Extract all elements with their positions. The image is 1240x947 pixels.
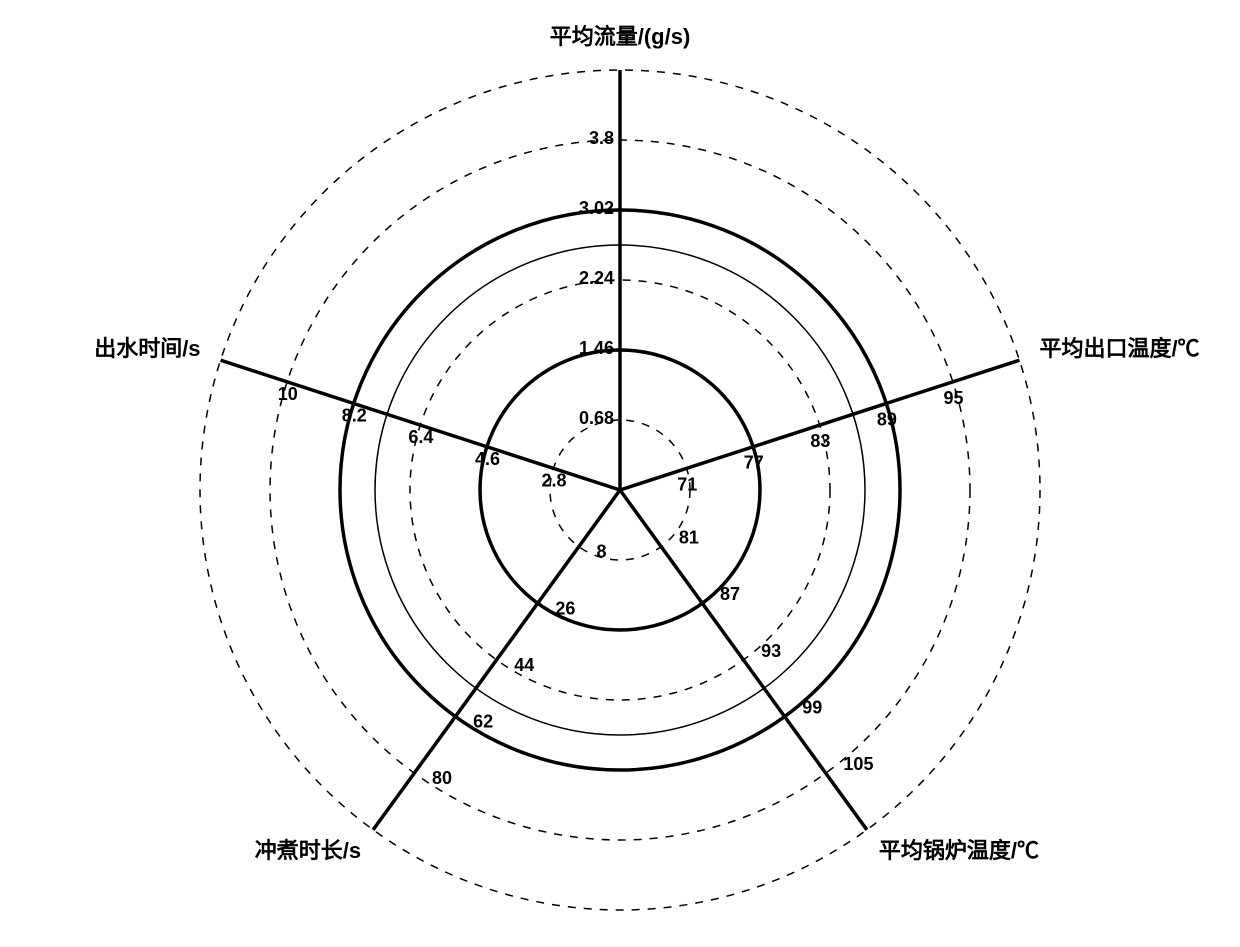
axis-tick-label: 4.6 (475, 449, 500, 469)
axis-tick-label: 2.8 (542, 470, 567, 490)
axis-tick-label: 95 (943, 388, 963, 408)
axis-tick-label: 2.24 (579, 268, 614, 288)
axis-tick-label: 80 (432, 768, 452, 788)
radar-chart: 0.68 1.46 2.24 3.02 3.8 平均流量/(g/s) 71 77 83 89 95 平… (0, 0, 1240, 947)
axis-title: 平均锅炉温度/℃ (879, 838, 1039, 863)
axis-tick-label: 62 (473, 712, 493, 732)
axis-tick-label: 0.68 (579, 408, 614, 428)
axis-tick-label: 71 (677, 474, 697, 494)
axis-tick-label: 89 (877, 409, 897, 429)
axis-tick-label: 10 (278, 384, 298, 404)
axis-tick-label: 87 (720, 584, 740, 604)
axis-tick-label: 77 (744, 453, 764, 473)
axis-tick-label: 105 (843, 754, 873, 774)
axis-title: 平均流量/(g/s) (550, 24, 691, 49)
axis-tick-label: 1.46 (579, 338, 614, 358)
axis-title: 冲煮时长/s (255, 838, 361, 863)
axis-tick-label: 93 (761, 641, 781, 661)
axis-tick-label: 8 (597, 542, 607, 562)
axis-tick-label: 44 (514, 655, 534, 675)
axis-tick-label: 83 (810, 431, 830, 451)
axis-title: 出水时间/s (94, 336, 200, 361)
axis-tick-label: 3.8 (589, 128, 614, 148)
axis-tick-label: 81 (679, 528, 699, 548)
axis-tick-label: 26 (555, 598, 575, 618)
axis-tick-label: 6.4 (408, 427, 433, 447)
axis-tick-label: 3.02 (579, 198, 614, 218)
axis-tick-label: 8.2 (342, 406, 367, 426)
axis-tick-label: 99 (802, 697, 822, 717)
axis-title: 平均出口温度/℃ (1039, 336, 1199, 361)
